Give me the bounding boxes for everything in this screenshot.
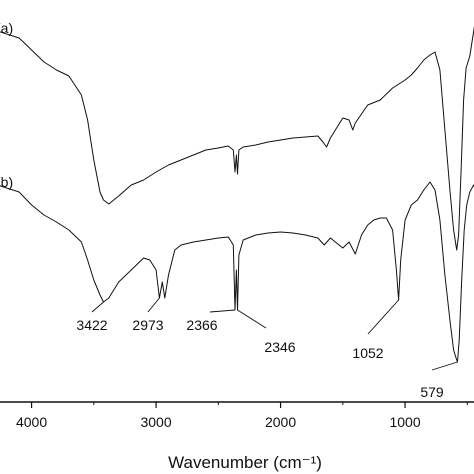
annotation-label: 1052 <box>352 345 383 361</box>
annotation-leader <box>367 299 399 335</box>
x-axis-label: Wavenumber (cm⁻¹) <box>168 453 322 472</box>
x-ticks: 4000 3000 2000 1000 <box>16 402 468 430</box>
series-label-a: (a) <box>0 20 13 36</box>
series-label-b: (b) <box>0 174 13 190</box>
spectrum-line-a <box>0 25 474 251</box>
series-labels: (a) (b) <box>0 20 13 190</box>
annotation-label: 3422 <box>76 317 107 333</box>
spectrum-line-b <box>0 181 474 363</box>
x-tick-label: 3000 <box>140 414 171 430</box>
annotation-leader <box>209 309 236 313</box>
x-tick-label: 4000 <box>16 414 47 430</box>
x-tick-label: 2000 <box>265 414 296 430</box>
peak-annotations: 3422 2973 2366 2346 1052 579 <box>76 297 458 400</box>
annotation-label: 579 <box>420 384 444 400</box>
plot-area <box>0 25 474 363</box>
annotation-leader <box>91 301 104 313</box>
annotation-leader <box>147 297 160 313</box>
annotation-leader <box>237 309 267 329</box>
annotation-leader <box>431 361 458 371</box>
annotation-label: 2973 <box>132 317 163 333</box>
annotation-label: 2366 <box>186 317 217 333</box>
annotation-label: 2346 <box>264 339 295 355</box>
x-tick-label: 1000 <box>389 414 420 430</box>
